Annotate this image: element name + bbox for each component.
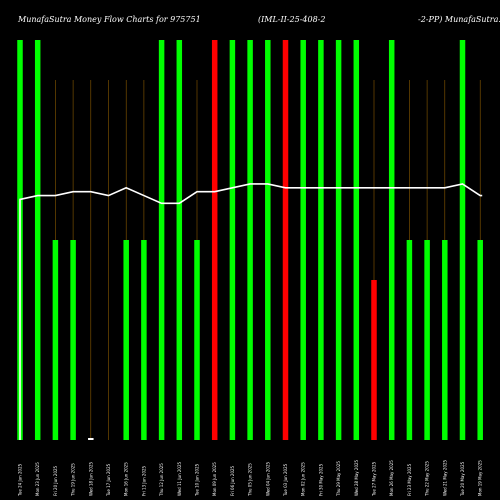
- tick-label: Mon 09 Jun 2025: [212, 462, 217, 496]
- bar-thu-22-may: [424, 240, 430, 440]
- bar-fri-06-jun: [229, 40, 236, 440]
- bar-tue-03-jun: [282, 40, 289, 440]
- bar-fri-13-jun: [141, 240, 147, 440]
- bar-wed-28-may: [353, 40, 360, 440]
- tick-label: Fri 30 May 2025: [318, 463, 323, 496]
- tick-label: Mon 23 Jun 2025: [35, 462, 40, 496]
- bar-mon-16-jun: [123, 240, 129, 440]
- tick-label: Wed 28 May 2025: [354, 459, 359, 496]
- tick-label: Thu 05 Jun 2025: [248, 463, 253, 497]
- tick-label: Wed 04 Jun 2025: [265, 461, 270, 496]
- bar-tue-27-may: [371, 280, 377, 440]
- tick-label: Wed 11 Jun 2025: [177, 461, 182, 496]
- bar-mon-09-jun: [211, 40, 218, 440]
- bar-tue-10-jun: [194, 240, 200, 440]
- tick-label: Fri 06 Jun 2025: [230, 465, 235, 496]
- tick-label: Thu 19 Jun 2025: [71, 463, 76, 497]
- tick-label: Tue 03 Jun 2025: [283, 463, 288, 497]
- tick-label: Thu 29 May 2025: [336, 461, 341, 497]
- bar-fri-20-jun: [52, 240, 59, 440]
- bar-fri-23-may: [406, 240, 413, 440]
- tick-label: Wed 21 May 2025: [442, 459, 447, 496]
- tick-label: Tue 20 May 2025: [460, 461, 465, 497]
- tick-label: Fri 23 May 2025: [407, 463, 412, 496]
- bar-mon-19-may: [477, 240, 483, 440]
- bar-wed-04-jun: [265, 40, 271, 440]
- tick-label: Tue 17 Jun 2025: [106, 463, 111, 497]
- tick-label: Fri 20 Jun 2025: [53, 465, 58, 496]
- tick-label: Thu 22 May 2025: [425, 461, 430, 497]
- tick-label: Tue 10 Jun 2025: [195, 463, 200, 497]
- x-axis-tick-labels: Tue 24 Jun 2025 Mon 23 Jun 2025 Fri 20 Jun…: [18, 459, 483, 497]
- tick-label: Mon 16 Jun 2025: [124, 462, 129, 496]
- money-flow-line: [19, 183, 483, 440]
- bar-wed-21-may: [442, 240, 448, 440]
- bar-mon-23-jun: [34, 40, 41, 440]
- tick-label: Wed 18 Jun 2025: [88, 461, 93, 496]
- bar-thu-29-may: [335, 40, 342, 440]
- tick-label: Fri 13 Jun 2025: [141, 465, 146, 496]
- chart-title-right: -2-PP) MunafaSutra.com: [418, 15, 500, 24]
- bar-mon-02-jun: [300, 40, 306, 440]
- chart-title-middle: (IML-II-25-408-2: [258, 15, 325, 24]
- bar-thu-12-jun: [158, 40, 165, 440]
- tick-label: Thu 12 Jun 2025: [159, 463, 164, 497]
- tick-label: Mon 19 May 2025: [478, 460, 483, 496]
- chart-title-left: MunafaSutra Money Flow Charts for 975751: [17, 15, 201, 24]
- bar-thu-05-jun: [247, 40, 253, 440]
- bar-wed-11-jun: [176, 40, 183, 440]
- tick-label: Mon 26 May 2025: [389, 460, 394, 496]
- tick-label: Tue 24 Jun 2025: [18, 463, 23, 497]
- bar-wed-18-jun: [88, 438, 94, 440]
- bar-fri-30-may: [318, 40, 324, 440]
- bar-thu-19-jun: [70, 240, 76, 440]
- tick-label: Tue 27 May 2025: [372, 461, 377, 497]
- money-flow-line-path: [19, 183, 483, 440]
- tick-label: Mon 02 Jun 2025: [301, 462, 306, 496]
- bar-mon-26-may: [388, 40, 395, 440]
- bar-tue-20-may: [459, 40, 466, 440]
